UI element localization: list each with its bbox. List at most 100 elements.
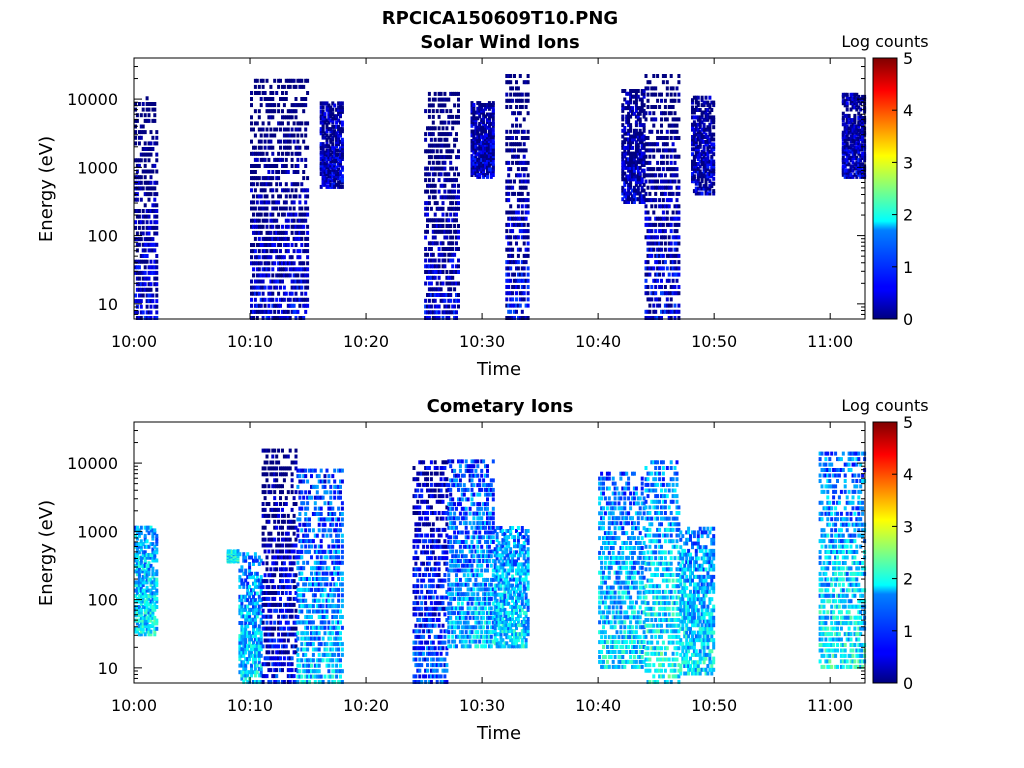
heatmap-cell bbox=[433, 275, 437, 280]
heatmap-cell bbox=[859, 143, 863, 148]
heatmap-cell bbox=[250, 224, 253, 229]
heatmap-cell bbox=[279, 466, 282, 471]
heatmap-cell bbox=[849, 164, 853, 169]
heatmap-cell bbox=[255, 650, 259, 655]
heatmap-cell bbox=[447, 310, 451, 315]
heatmap-cell bbox=[242, 647, 246, 652]
heatmap-cell bbox=[275, 680, 279, 684]
heatmap-cell bbox=[259, 200, 263, 205]
heatmap-cell bbox=[507, 179, 511, 184]
heatmap-cell bbox=[321, 165, 325, 170]
heatmap-cell bbox=[632, 89, 636, 93]
heatmap-cell bbox=[143, 618, 147, 623]
heatmap-cell bbox=[522, 154, 526, 159]
heatmap-cell bbox=[474, 144, 478, 149]
heatmap-cell bbox=[661, 142, 665, 147]
heatmap-cell bbox=[426, 212, 429, 217]
heatmap-cell bbox=[700, 179, 704, 184]
heatmap-cell bbox=[627, 140, 631, 145]
heatmap-cell bbox=[700, 171, 704, 176]
x-tick-label: 10:10 bbox=[227, 332, 273, 351]
heatmap-cell bbox=[522, 179, 526, 184]
heatmap-cell bbox=[522, 291, 526, 296]
heatmap-cell bbox=[509, 80, 513, 85]
heatmap-cell bbox=[255, 558, 259, 563]
heatmap-cell bbox=[271, 561, 275, 566]
heatmap-cell bbox=[240, 621, 244, 625]
heatmap-cell bbox=[257, 562, 261, 566]
heatmap-cell bbox=[621, 174, 625, 179]
heatmap-cell bbox=[509, 86, 513, 91]
heatmap-cell bbox=[708, 162, 712, 166]
heatmap-cell bbox=[847, 168, 851, 173]
heatmap-cell bbox=[277, 448, 281, 453]
heatmap-cell bbox=[273, 279, 277, 284]
heatmap-cell bbox=[333, 184, 337, 189]
heatmap-cell bbox=[457, 195, 460, 200]
heatmap-cell bbox=[853, 126, 857, 131]
heatmap-cell bbox=[265, 626, 269, 631]
heatmap-cell bbox=[841, 147, 845, 152]
heatmap-cell bbox=[841, 134, 845, 139]
heatmap-cell bbox=[449, 178, 453, 183]
heatmap-cell bbox=[259, 182, 263, 187]
heatmap-cell bbox=[286, 151, 290, 156]
heatmap-cell bbox=[487, 161, 491, 166]
heatmap-cell bbox=[507, 235, 511, 240]
heatmap-cell bbox=[265, 212, 269, 217]
heatmap-cell bbox=[652, 303, 656, 308]
heatmap-cell bbox=[147, 566, 151, 571]
heatmap-cell bbox=[139, 231, 143, 236]
heatmap-cell bbox=[300, 103, 304, 108]
heatmap-cell bbox=[433, 241, 437, 246]
heatmap-cell bbox=[242, 663, 246, 668]
heatmap-cell bbox=[139, 135, 143, 140]
heatmap-cell bbox=[424, 304, 428, 309]
heatmap-cell bbox=[673, 160, 677, 165]
heatmap-cell bbox=[518, 247, 522, 252]
heatmap-cell bbox=[472, 108, 476, 113]
heatmap-cell bbox=[242, 555, 246, 560]
heatmap-cell bbox=[634, 131, 638, 136]
heatmap-cell bbox=[271, 243, 275, 247]
heatmap-cell bbox=[845, 174, 849, 179]
heatmap-cell bbox=[240, 650, 244, 655]
heatmap-cell bbox=[302, 303, 306, 308]
heatmap-cell bbox=[524, 160, 528, 165]
heatmap-cell bbox=[238, 653, 242, 658]
heatmap-cell bbox=[265, 194, 269, 199]
heatmap-cell bbox=[333, 169, 337, 174]
heatmap-cell bbox=[700, 115, 704, 120]
heatmap-cell bbox=[263, 176, 267, 181]
heatmap-cell bbox=[667, 253, 671, 258]
heatmap-cell bbox=[704, 135, 708, 139]
heatmap-cell bbox=[143, 525, 147, 530]
heatmap-cell bbox=[449, 160, 453, 165]
heatmap-cell bbox=[484, 157, 487, 162]
heatmap-cell bbox=[134, 293, 137, 298]
heatmap-cell bbox=[279, 157, 282, 162]
heatmap-cell bbox=[279, 585, 282, 590]
heatmap-cell bbox=[857, 143, 861, 148]
heatmap-cell bbox=[486, 154, 489, 159]
heatmap-cell bbox=[250, 588, 253, 593]
heatmap-cell bbox=[478, 159, 482, 164]
heatmap-cell bbox=[284, 585, 288, 590]
heatmap-cell bbox=[300, 291, 304, 296]
heatmap-cell bbox=[294, 309, 298, 314]
heatmap-cell bbox=[632, 111, 636, 116]
heatmap-cell bbox=[298, 145, 302, 150]
heatmap-cell bbox=[275, 91, 279, 95]
heatmap-cell bbox=[153, 594, 157, 598]
heatmap-cell bbox=[665, 291, 669, 296]
heatmap-cell bbox=[650, 204, 654, 209]
heatmap-cell bbox=[636, 180, 640, 185]
heatmap-cell bbox=[339, 172, 342, 176]
heatmap-cell bbox=[267, 502, 271, 506]
heatmap-cell bbox=[449, 252, 453, 257]
heatmap-cell bbox=[443, 247, 447, 251]
heatmap-cell bbox=[340, 150, 344, 155]
heatmap-cell bbox=[625, 100, 629, 105]
heatmap-cell bbox=[857, 105, 861, 110]
heatmap-cell bbox=[507, 260, 511, 265]
